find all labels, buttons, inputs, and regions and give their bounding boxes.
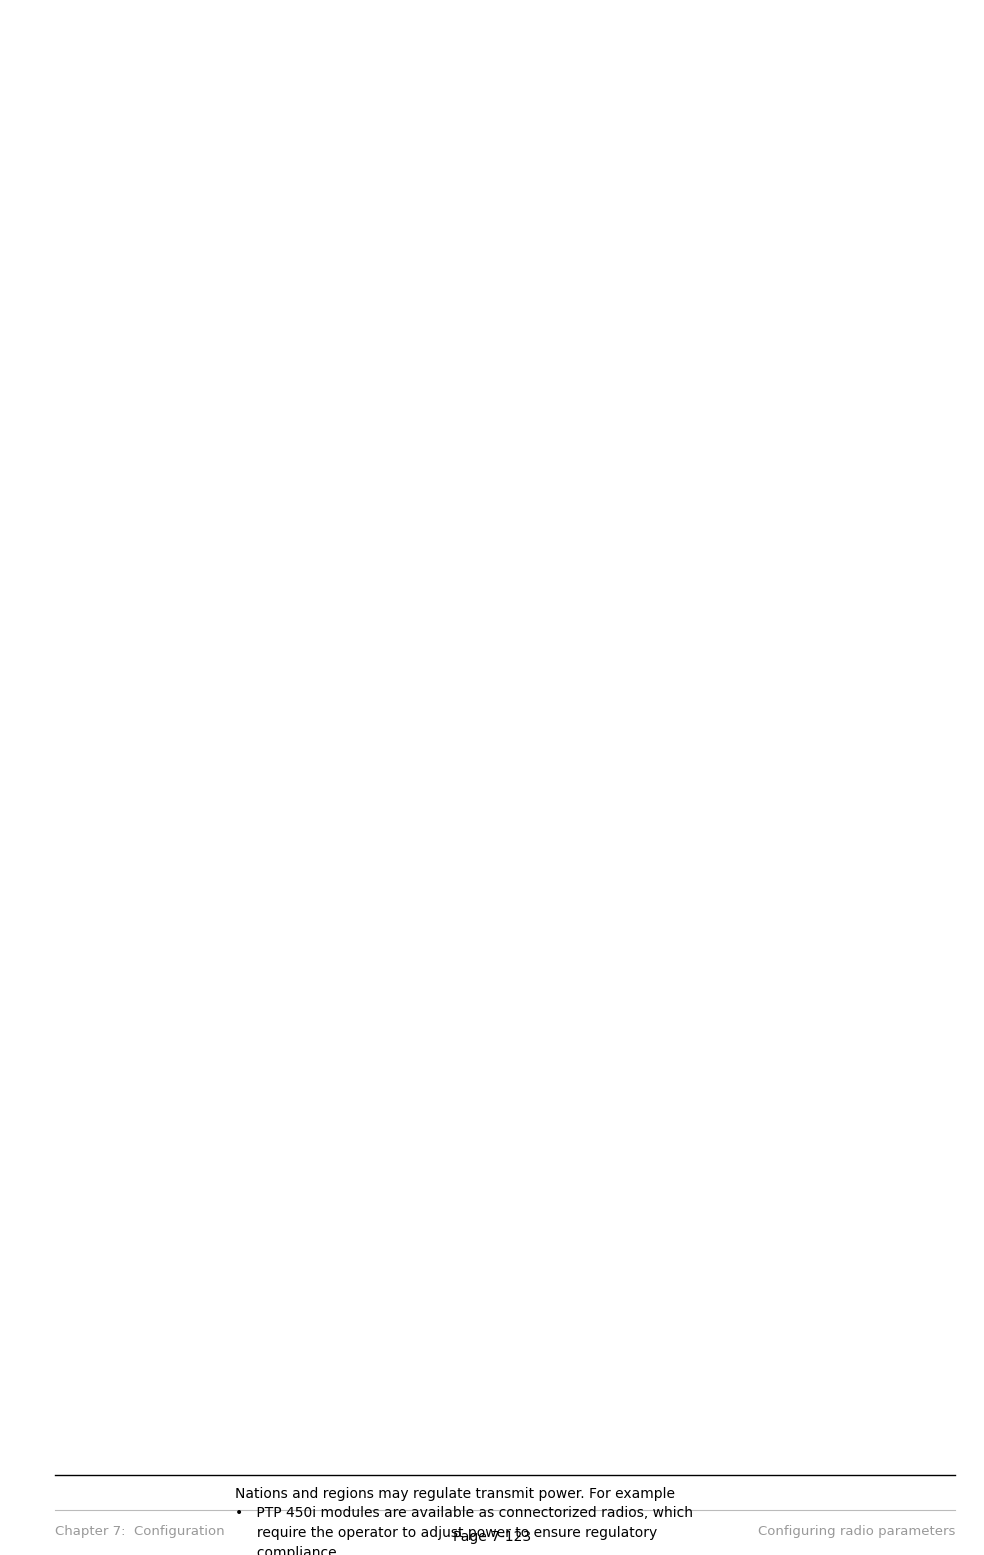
Text: Page 7-123: Page 7-123	[453, 1530, 531, 1544]
Text: compliance.: compliance.	[235, 1546, 341, 1555]
Text: Chapter 7:  Configuration: Chapter 7: Configuration	[55, 1525, 224, 1538]
Text: Configuring radio parameters: Configuring radio parameters	[758, 1525, 955, 1538]
Text: Nations and regions may regulate transmit power. For example: Nations and regions may regulate transmi…	[235, 1487, 675, 1501]
Text: •   PTP 450i modules are available as connectorized radios, which: • PTP 450i modules are available as conn…	[235, 1507, 693, 1521]
Text: require the operator to adjust power to ensure regulatory: require the operator to adjust power to …	[235, 1525, 657, 1539]
